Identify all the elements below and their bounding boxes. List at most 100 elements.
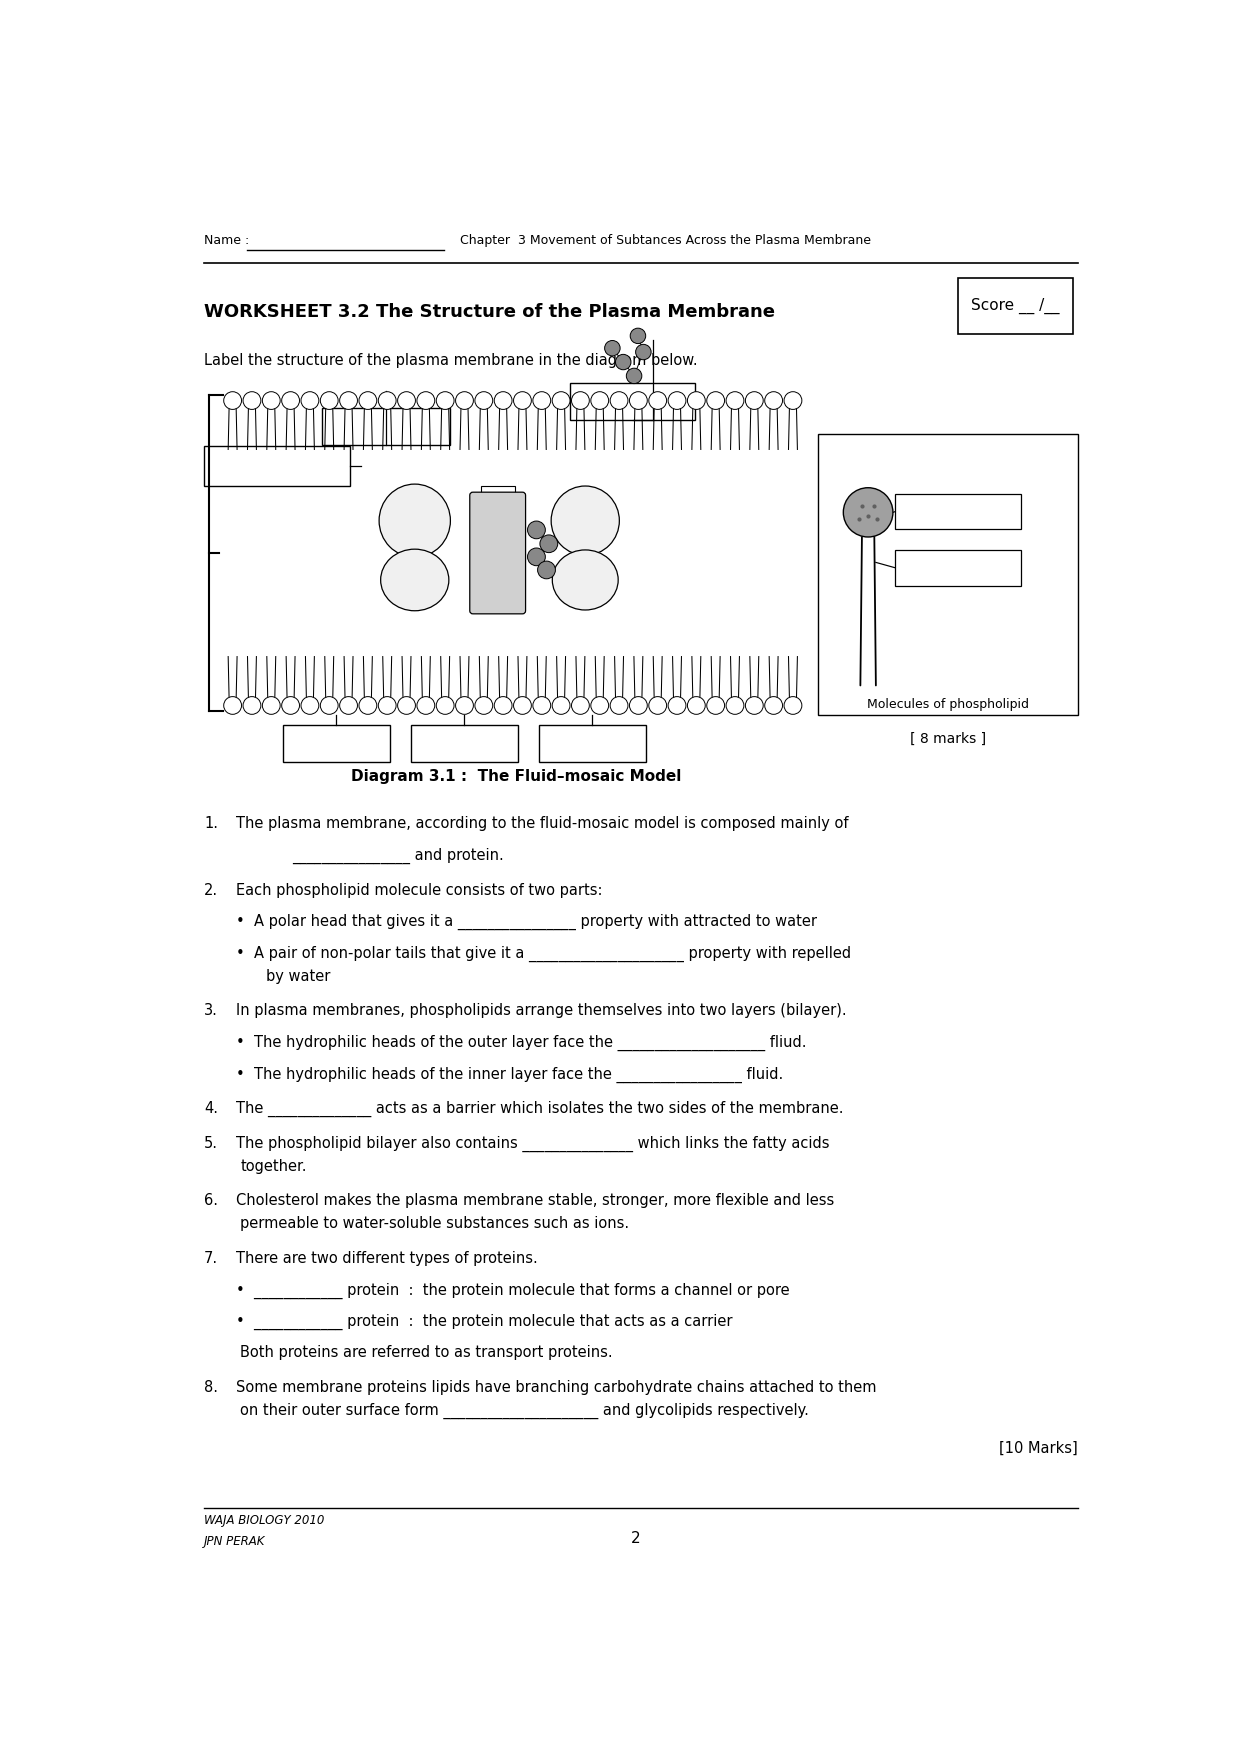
Circle shape: [784, 696, 802, 713]
Circle shape: [475, 391, 493, 410]
Circle shape: [397, 696, 416, 713]
Circle shape: [552, 696, 570, 713]
Text: [ 8 marks ]: [ 8 marks ]: [910, 731, 987, 745]
Circle shape: [340, 696, 357, 713]
Text: Name :: Name :: [204, 235, 253, 247]
Text: •  A polar head that gives it a ________________ property with attracted to wate: • A polar head that gives it a _________…: [237, 915, 818, 931]
Circle shape: [707, 696, 725, 713]
Text: ________________ and protein.: ________________ and protein.: [293, 848, 504, 864]
Circle shape: [572, 696, 589, 713]
Text: 2: 2: [632, 1530, 640, 1546]
Bar: [818, 433, 1078, 715]
Ellipse shape: [379, 484, 450, 557]
Text: •  A pair of non-polar tails that give it a _____________________ property with : • A pair of non-polar tails that give it…: [237, 947, 851, 962]
Text: 3.: 3.: [204, 1003, 218, 1018]
Circle shape: [635, 344, 652, 359]
Circle shape: [746, 391, 763, 410]
Text: 1.: 1.: [204, 817, 218, 831]
Circle shape: [397, 391, 416, 410]
Circle shape: [494, 696, 513, 713]
Ellipse shape: [381, 549, 449, 610]
Text: 4.: 4.: [204, 1101, 218, 1117]
Text: together.: together.: [241, 1159, 307, 1173]
Circle shape: [417, 391, 434, 410]
Text: 7.: 7.: [204, 1250, 218, 1266]
Circle shape: [302, 696, 319, 713]
Circle shape: [532, 696, 551, 713]
Text: Both proteins are referred to as transport proteins.: Both proteins are referred to as transpo…: [241, 1346, 613, 1360]
Bar: [321, 408, 449, 445]
Circle shape: [494, 391, 513, 410]
Circle shape: [262, 696, 280, 713]
Circle shape: [616, 354, 630, 370]
Circle shape: [223, 696, 242, 713]
Text: Diagram 3.1 :  The Fluid–mosaic Model: Diagram 3.1 : The Fluid–mosaic Model: [351, 768, 681, 784]
Text: Label the structure of the plasma membrane in the diagram below.: Label the structure of the plasma membra…: [204, 352, 697, 368]
Circle shape: [262, 391, 280, 410]
Circle shape: [591, 696, 608, 713]
Circle shape: [707, 391, 725, 410]
Circle shape: [320, 696, 338, 713]
Text: •  ____________ protein  :  the protein molecule that acts as a carrier: • ____________ protein : the protein mol…: [237, 1315, 733, 1331]
Circle shape: [784, 391, 802, 410]
Text: Cholesterol makes the plasma membrane stable, stronger, more flexible and less: Cholesterol makes the plasma membrane st…: [237, 1194, 835, 1208]
Circle shape: [649, 696, 666, 713]
Text: permeable to water-soluble substances such as ions.: permeable to water-soluble substances su…: [241, 1217, 629, 1231]
Circle shape: [379, 391, 396, 410]
FancyBboxPatch shape: [470, 493, 526, 614]
Ellipse shape: [552, 550, 618, 610]
Circle shape: [604, 340, 620, 356]
Circle shape: [243, 696, 261, 713]
Circle shape: [320, 391, 338, 410]
Text: Some membrane proteins lipids have branching carbohydrate chains attached to the: Some membrane proteins lipids have branc…: [237, 1380, 877, 1395]
Circle shape: [572, 391, 589, 410]
Text: The phospholipid bilayer also contains _______________ which links the fatty aci: The phospholipid bilayer also contains _…: [237, 1136, 830, 1152]
Bar: [283, 726, 390, 763]
Circle shape: [688, 391, 705, 410]
Text: 5.: 5.: [204, 1136, 218, 1150]
Bar: [204, 445, 350, 486]
Circle shape: [764, 391, 783, 410]
Circle shape: [527, 549, 545, 566]
Circle shape: [629, 391, 648, 410]
Text: Molecules of phospholipid: Molecules of phospholipid: [867, 698, 1029, 710]
Circle shape: [668, 391, 686, 410]
Circle shape: [649, 391, 666, 410]
Bar: [480, 486, 515, 510]
Circle shape: [764, 696, 783, 713]
Circle shape: [455, 696, 473, 713]
Text: 8.: 8.: [204, 1380, 218, 1395]
Bar: [411, 726, 517, 763]
Circle shape: [455, 391, 473, 410]
Circle shape: [746, 696, 763, 713]
Circle shape: [611, 391, 628, 410]
Circle shape: [552, 391, 570, 410]
Circle shape: [437, 391, 454, 410]
Circle shape: [611, 696, 628, 713]
Text: 6.: 6.: [204, 1194, 218, 1208]
Text: There are two different types of proteins.: There are two different types of protein…: [237, 1250, 539, 1266]
Circle shape: [417, 696, 434, 713]
Circle shape: [627, 368, 642, 384]
Text: JPN PERAK: JPN PERAK: [204, 1536, 266, 1548]
Circle shape: [475, 696, 493, 713]
Ellipse shape: [551, 486, 619, 556]
Bar: [895, 494, 1021, 529]
Circle shape: [282, 391, 299, 410]
Text: Chapter  3 Movement of Subtances Across the Plasma Membrane: Chapter 3 Movement of Subtances Across t…: [459, 235, 871, 247]
Circle shape: [540, 535, 557, 552]
Bar: [539, 726, 645, 763]
Circle shape: [379, 696, 396, 713]
Circle shape: [537, 561, 556, 578]
Text: by water: by water: [266, 968, 330, 983]
Circle shape: [726, 391, 743, 410]
Circle shape: [437, 696, 454, 713]
Text: Score __ /__: Score __ /__: [972, 298, 1060, 314]
Text: 2.: 2.: [204, 884, 218, 898]
Text: •  The hydrophilic heads of the outer layer face the ____________________ fliud.: • The hydrophilic heads of the outer lay…: [237, 1034, 807, 1052]
Circle shape: [514, 391, 531, 410]
Circle shape: [359, 391, 377, 410]
Circle shape: [688, 696, 705, 713]
Text: The ______________ acts as a barrier which isolates the two sides of the membran: The ______________ acts as a barrier whi…: [237, 1101, 844, 1117]
Circle shape: [527, 521, 545, 538]
